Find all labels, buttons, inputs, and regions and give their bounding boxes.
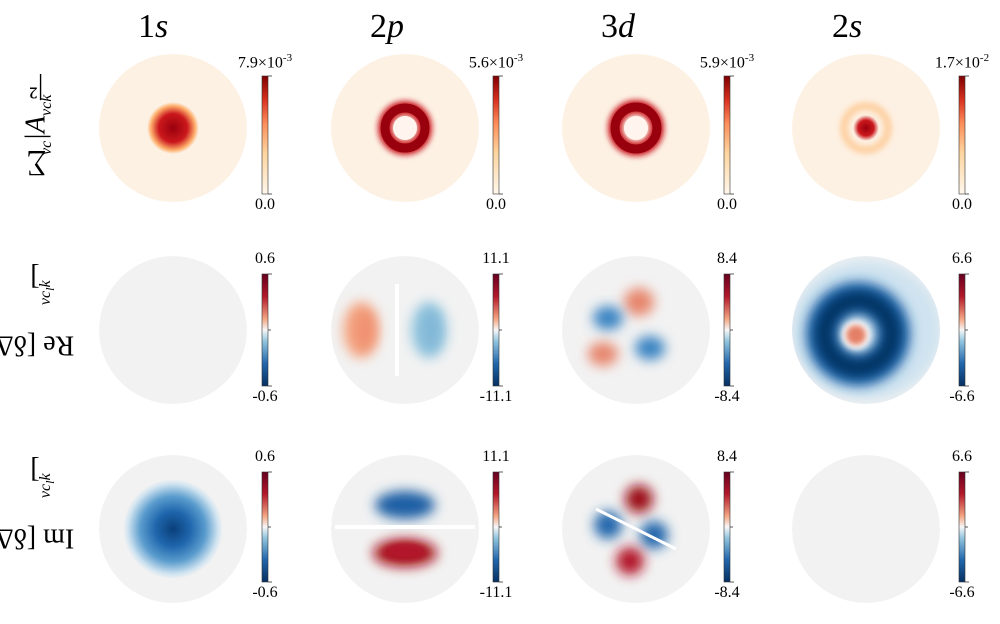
panels-group bbox=[99, 54, 940, 603]
col-title-3d: 3d bbox=[601, 8, 635, 45]
colorbar-min-label: -8.4 bbox=[714, 388, 740, 405]
colorbar-2-1s bbox=[261, 273, 269, 387]
panel-1-2p bbox=[331, 54, 479, 202]
colorbar-min-label: -0.6 bbox=[252, 388, 278, 405]
panel-1-1s bbox=[99, 54, 247, 202]
colorbar-min-label: 0.0 bbox=[486, 196, 506, 213]
colorbar-1-2s bbox=[958, 75, 966, 195]
colorbar-min-label: 0.0 bbox=[952, 196, 972, 213]
colorbar-3-2s bbox=[958, 471, 966, 583]
col-title-2s: 2s bbox=[832, 8, 863, 45]
colorbar-min-label: -8.4 bbox=[714, 584, 740, 601]
colorbar-max-label: 5.6×10-3 bbox=[468, 52, 524, 72]
panel-1-2s bbox=[792, 54, 940, 202]
colorbar-max-label: 5.9×10-3 bbox=[699, 52, 755, 72]
colorbar-1-3d bbox=[723, 75, 731, 195]
row-label-imag: Im [δΔvclk] bbox=[0, 453, 74, 553]
panel-2-2s bbox=[792, 256, 940, 404]
colorbar-min-label: -0.6 bbox=[252, 584, 278, 601]
colorbars-group bbox=[261, 75, 969, 583]
colorbar-max-label: 11.1 bbox=[482, 250, 510, 267]
panel-1-3d bbox=[562, 54, 710, 202]
colorbar-max-label: 6.6 bbox=[952, 448, 972, 465]
panel-3-2s bbox=[792, 455, 940, 603]
colorbar-max-label: 8.4 bbox=[717, 448, 737, 465]
panel-2-1s bbox=[99, 256, 247, 404]
colorbar-max-label: 0.6 bbox=[255, 250, 275, 267]
colorbar-max-label: 1.7×10-2 bbox=[934, 52, 990, 72]
colorbar-min-label: -6.6 bbox=[949, 388, 975, 405]
colorbar-min-label: -6.6 bbox=[949, 584, 975, 601]
row-label-real: Re [δΔvclk] bbox=[0, 260, 74, 360]
colorbar-max-label: 7.9×10-3 bbox=[237, 52, 293, 72]
panel-2-3d bbox=[562, 256, 710, 404]
colorbar-max-label: 6.6 bbox=[952, 250, 972, 267]
colorbar-1-2p bbox=[492, 75, 500, 195]
colorbar-max-label: 0.6 bbox=[255, 448, 275, 465]
colorbar-max-label: 8.4 bbox=[717, 250, 737, 267]
colorbar-2-3d bbox=[723, 273, 731, 387]
panel-2-2p bbox=[331, 256, 479, 404]
row-label-amplitude: ∑vc|Avck|² bbox=[20, 72, 55, 182]
colorbar-min-label: 0.0 bbox=[255, 196, 275, 213]
col-title-1s: 1s bbox=[138, 8, 169, 45]
colorbar-min-label: 0.0 bbox=[717, 196, 737, 213]
colorbar-3-1s bbox=[261, 471, 269, 583]
colorbar-min-label: -11.1 bbox=[479, 388, 513, 405]
colorbar-max-label: 11.1 bbox=[482, 448, 510, 465]
panel-3-1s bbox=[99, 455, 247, 603]
panel-3-2p bbox=[331, 455, 479, 603]
col-title-2p: 2p bbox=[370, 8, 404, 45]
colorbar-2-2p bbox=[492, 273, 500, 387]
colorbar-1-1s bbox=[261, 75, 269, 195]
colorbar-2-2s bbox=[958, 273, 966, 387]
colorbar-3-2p bbox=[492, 471, 500, 583]
panel-3-3d bbox=[562, 455, 710, 603]
colorbar-3-3d bbox=[723, 471, 731, 583]
colorbar-min-label: -11.1 bbox=[479, 584, 513, 601]
